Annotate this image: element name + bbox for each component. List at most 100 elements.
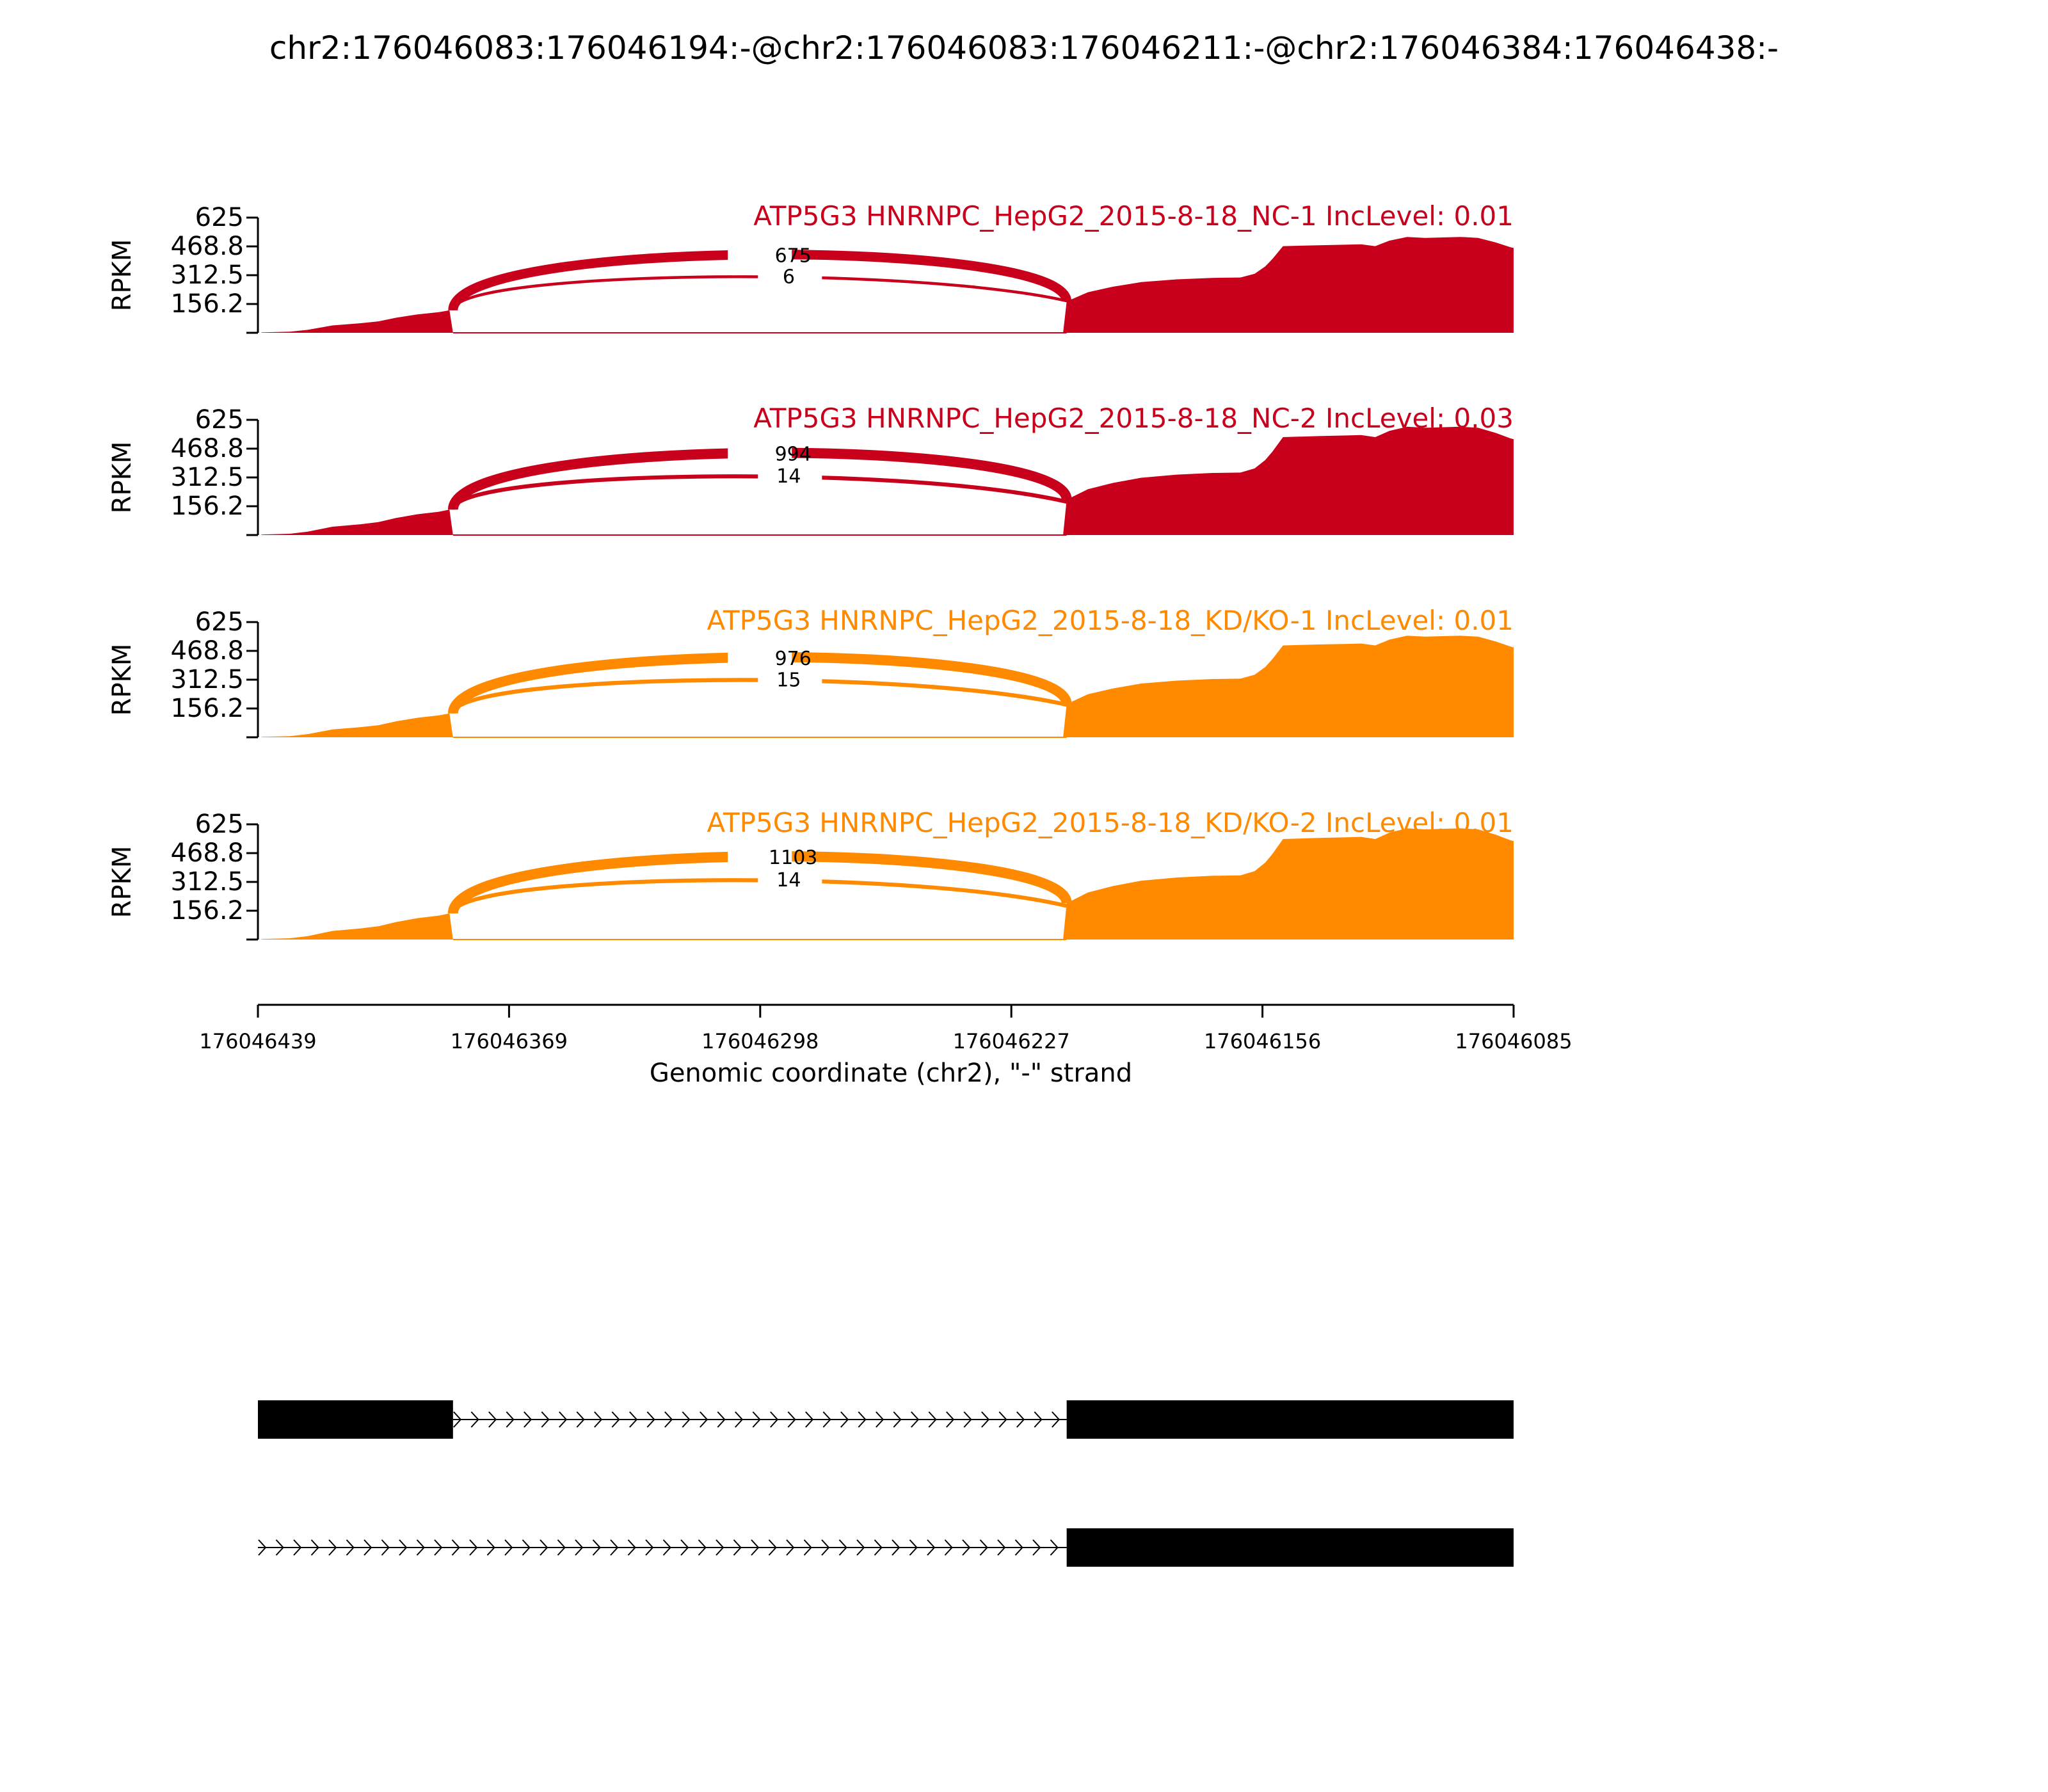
strand-arrow-icon — [716, 1539, 724, 1556]
strand-arrow-icon — [997, 1539, 1006, 1556]
strand-arrow-icon — [524, 1411, 532, 1428]
strand-arrow-icon — [434, 1539, 443, 1556]
x-tick-label: 176046298 — [701, 1029, 819, 1053]
y-tick-label: 625 — [195, 405, 244, 435]
junction-label: 1103 — [769, 847, 817, 869]
coverage-area — [261, 636, 1514, 737]
junction-label: 14 — [776, 869, 801, 892]
strand-arrow-icon — [646, 1411, 655, 1428]
strand-arrow-icon — [557, 1539, 566, 1556]
strand-arrow-icon — [803, 1539, 812, 1556]
strand-arrow-icon — [768, 1539, 777, 1556]
strand-arrow-icon — [751, 1539, 760, 1556]
isoform-track — [258, 1528, 1514, 1567]
strand-arrow-icon — [946, 1411, 955, 1428]
y-tick-label: 312.5 — [170, 867, 244, 897]
strand-arrow-icon — [680, 1539, 689, 1556]
sample-title: ATP5G3 HNRNPC_HepG2_2015-8-18_NC-2 IncLe… — [753, 403, 1514, 434]
strand-arrow-icon — [998, 1411, 1007, 1428]
isoform-track — [258, 1400, 1514, 1439]
strand-arrow-icon — [645, 1539, 654, 1556]
strand-arrow-icon — [979, 1539, 988, 1556]
strand-arrow-icon — [928, 1411, 937, 1428]
strand-arrow-icon — [451, 1539, 460, 1556]
junction-label: 675 — [775, 244, 812, 267]
coverage-area — [261, 237, 1514, 333]
strand-arrow-icon — [911, 1411, 920, 1428]
junction-label-bg — [728, 845, 792, 868]
junction-label: 14 — [776, 465, 801, 488]
y-tick-label: 468.8 — [170, 838, 244, 868]
strand-arrow-icon — [733, 1539, 742, 1556]
sample-title: ATP5G3 HNRNPC_HepG2_2015-8-18_NC-1 IncLe… — [753, 200, 1514, 232]
x-tick-label: 176046227 — [953, 1029, 1070, 1053]
strand-arrow-icon — [698, 1539, 707, 1556]
strand-arrow-icon — [735, 1411, 744, 1428]
junction-label-bg — [728, 645, 792, 669]
strand-arrow-icon — [874, 1539, 883, 1556]
junction-label: 6 — [783, 266, 795, 289]
strand-arrow-icon — [541, 1411, 550, 1428]
strand-arrow-icon — [1034, 1411, 1043, 1428]
x-tick-label: 176046439 — [199, 1029, 316, 1053]
strand-arrow-icon — [893, 1411, 902, 1428]
strand-arrow-icon — [310, 1539, 319, 1556]
junction-label-bg — [758, 667, 822, 691]
y-tick-label: 625 — [195, 607, 244, 637]
strand-arrow-icon — [1016, 1411, 1025, 1428]
strand-arrow-icon — [364, 1539, 372, 1556]
strand-arrow-icon — [944, 1539, 953, 1556]
strand-arrow-icon — [821, 1539, 830, 1556]
sample-title: ATP5G3 HNRNPC_HepG2_2015-8-18_KD/KO-1 In… — [707, 605, 1514, 636]
sample-title: ATP5G3 HNRNPC_HepG2_2015-8-18_KD/KO-2 In… — [707, 807, 1514, 838]
x-tick-label: 176046369 — [451, 1029, 568, 1053]
strand-arrow-icon — [592, 1539, 601, 1556]
strand-arrow-icon — [594, 1411, 603, 1428]
y-tick-label: 312.5 — [170, 260, 244, 290]
y-axis-label: RPKM — [108, 644, 137, 716]
x-axis-label: Genomic coordinate (chr2), "-" strand — [650, 1059, 1132, 1088]
y-tick-label: 156.2 — [170, 694, 244, 723]
junction-label: 976 — [775, 648, 812, 670]
y-tick-label: 156.2 — [170, 492, 244, 521]
strand-arrow-icon — [381, 1539, 390, 1556]
strand-arrow-icon — [838, 1539, 847, 1556]
strand-arrow-icon — [469, 1539, 478, 1556]
y-tick-label: 625 — [195, 203, 244, 232]
junction-label-bg — [728, 243, 792, 266]
strand-arrow-icon — [963, 1411, 972, 1428]
y-axis-label: RPKM — [108, 239, 137, 312]
strand-arrow-icon — [822, 1411, 831, 1428]
strand-arrow-icon — [258, 1539, 267, 1556]
y-tick-label: 312.5 — [170, 665, 244, 694]
strand-arrow-icon — [346, 1539, 355, 1556]
y-tick-label: 156.2 — [170, 289, 244, 319]
strand-arrow-icon — [629, 1411, 638, 1428]
exon-block — [1066, 1528, 1514, 1567]
y-tick-label: 468.8 — [170, 636, 244, 666]
junction-label-bg — [728, 441, 792, 465]
coverage-area — [261, 828, 1514, 940]
coverage-area — [261, 426, 1514, 535]
strand-arrow-icon — [399, 1539, 408, 1556]
junction-label-bg — [758, 264, 822, 287]
strand-arrow-icon — [717, 1411, 726, 1428]
y-tick-label: 312.5 — [170, 463, 244, 492]
gene-model — [258, 1400, 1514, 1567]
strand-arrow-icon — [981, 1411, 990, 1428]
strand-arrow-icon — [610, 1539, 619, 1556]
strand-arrow-icon — [522, 1539, 531, 1556]
strand-arrow-icon — [876, 1411, 884, 1428]
strand-arrow-icon — [576, 1411, 585, 1428]
y-axis-label: RPKM — [108, 442, 137, 514]
strand-arrow-icon — [293, 1539, 302, 1556]
y-tick-label: 468.8 — [170, 232, 244, 261]
strand-arrow-icon — [1014, 1539, 1023, 1556]
strand-arrow-icon — [909, 1539, 918, 1556]
exon-block — [1066, 1400, 1514, 1439]
strand-arrow-icon — [962, 1539, 971, 1556]
